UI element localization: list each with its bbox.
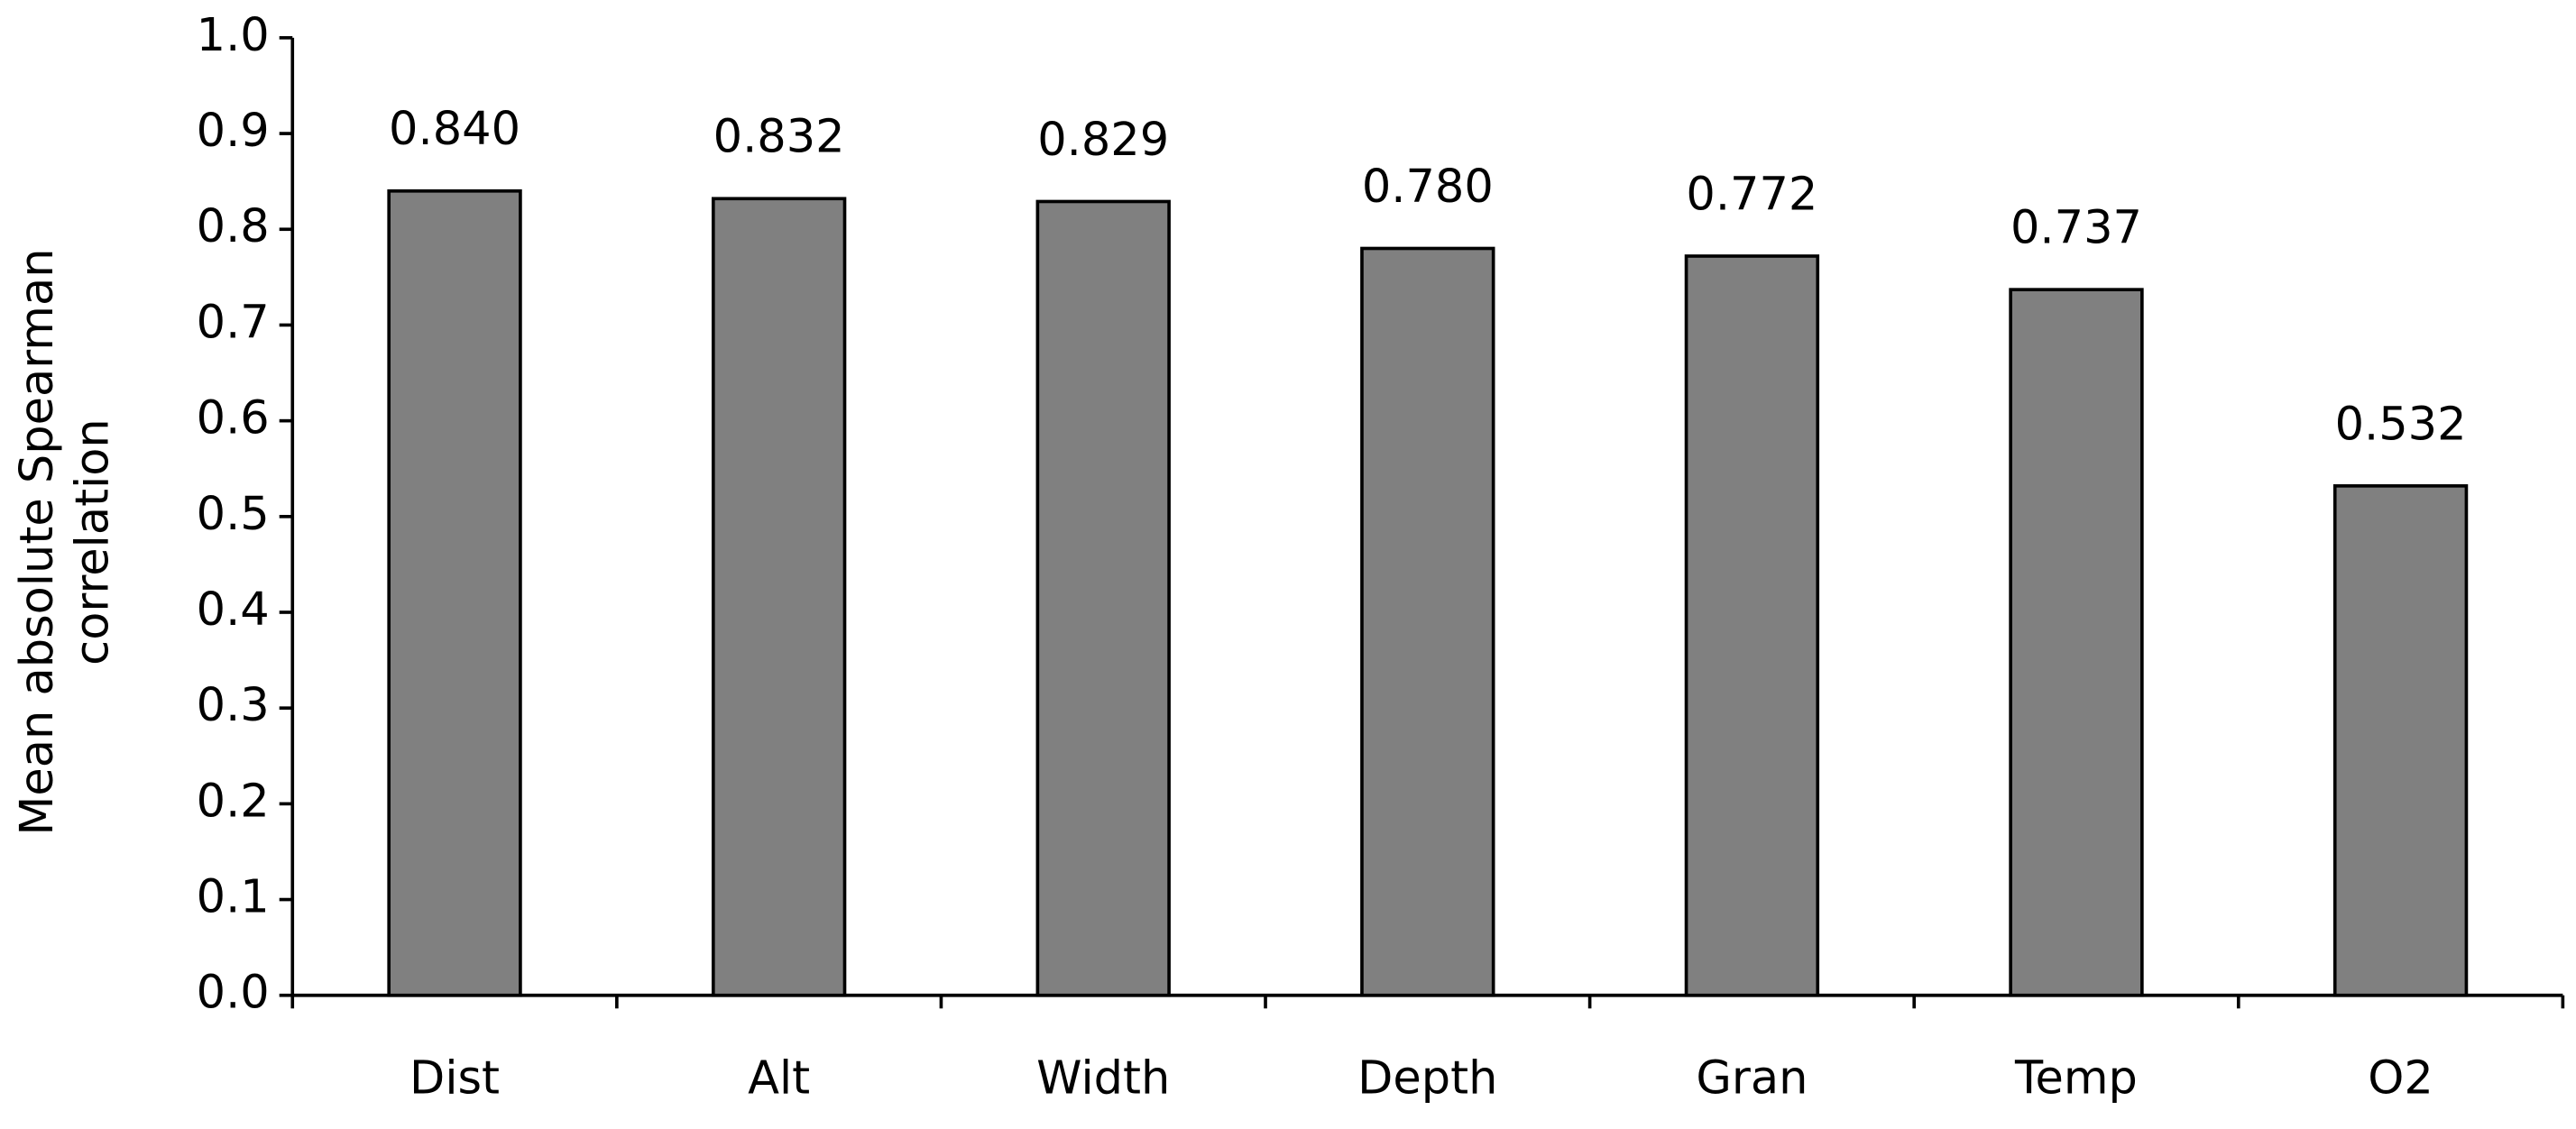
data-label: 0.832 [713, 111, 845, 164]
y-tick-label: 0.2 [197, 775, 270, 828]
y-tick-label: 0.6 [197, 392, 270, 445]
bar [1684, 254, 1820, 997]
bar [2009, 288, 2144, 997]
bar [1360, 246, 1495, 997]
y-tick-label: 1.0 [197, 9, 270, 62]
y-tick-label: 0.7 [197, 296, 270, 349]
x-tick-label: Depth [1357, 1051, 1497, 1105]
y-tick-label: 0.3 [197, 679, 270, 732]
bar [387, 188, 522, 997]
x-tick-label: Gran [1696, 1051, 1808, 1105]
bar [2332, 484, 2469, 997]
bar [1035, 199, 1171, 997]
x-tick-label: Width [1036, 1051, 1170, 1105]
data-label: 0.772 [1686, 168, 1817, 221]
y-axis-title-line: Mean absolute Spearman [11, 248, 64, 835]
bar [711, 197, 847, 997]
y-tick-label: 0.0 [197, 967, 270, 1020]
y-tick-label: 0.5 [197, 488, 270, 541]
y-tick-label: 0.4 [197, 583, 270, 637]
y-axis-title: Mean absolute Spearman correlation [11, 248, 120, 835]
y-tick-label: 0.8 [197, 200, 270, 253]
x-tick-label: Dist [409, 1051, 500, 1105]
y-tick-label: 0.1 [197, 871, 270, 924]
x-tick-label: Alt [748, 1051, 810, 1105]
data-label: 0.532 [2335, 398, 2467, 451]
x-tick-label: O2 [2368, 1051, 2433, 1105]
y-tick-label: 0.9 [197, 105, 270, 158]
data-label: 0.829 [1037, 114, 1169, 167]
y-axis-title-line: correlation [67, 418, 120, 665]
x-tick-label: Temp [2014, 1051, 2138, 1105]
data-label: 0.737 [2010, 202, 2142, 255]
data-label: 0.840 [389, 103, 520, 156]
data-label: 0.780 [1362, 161, 1494, 214]
